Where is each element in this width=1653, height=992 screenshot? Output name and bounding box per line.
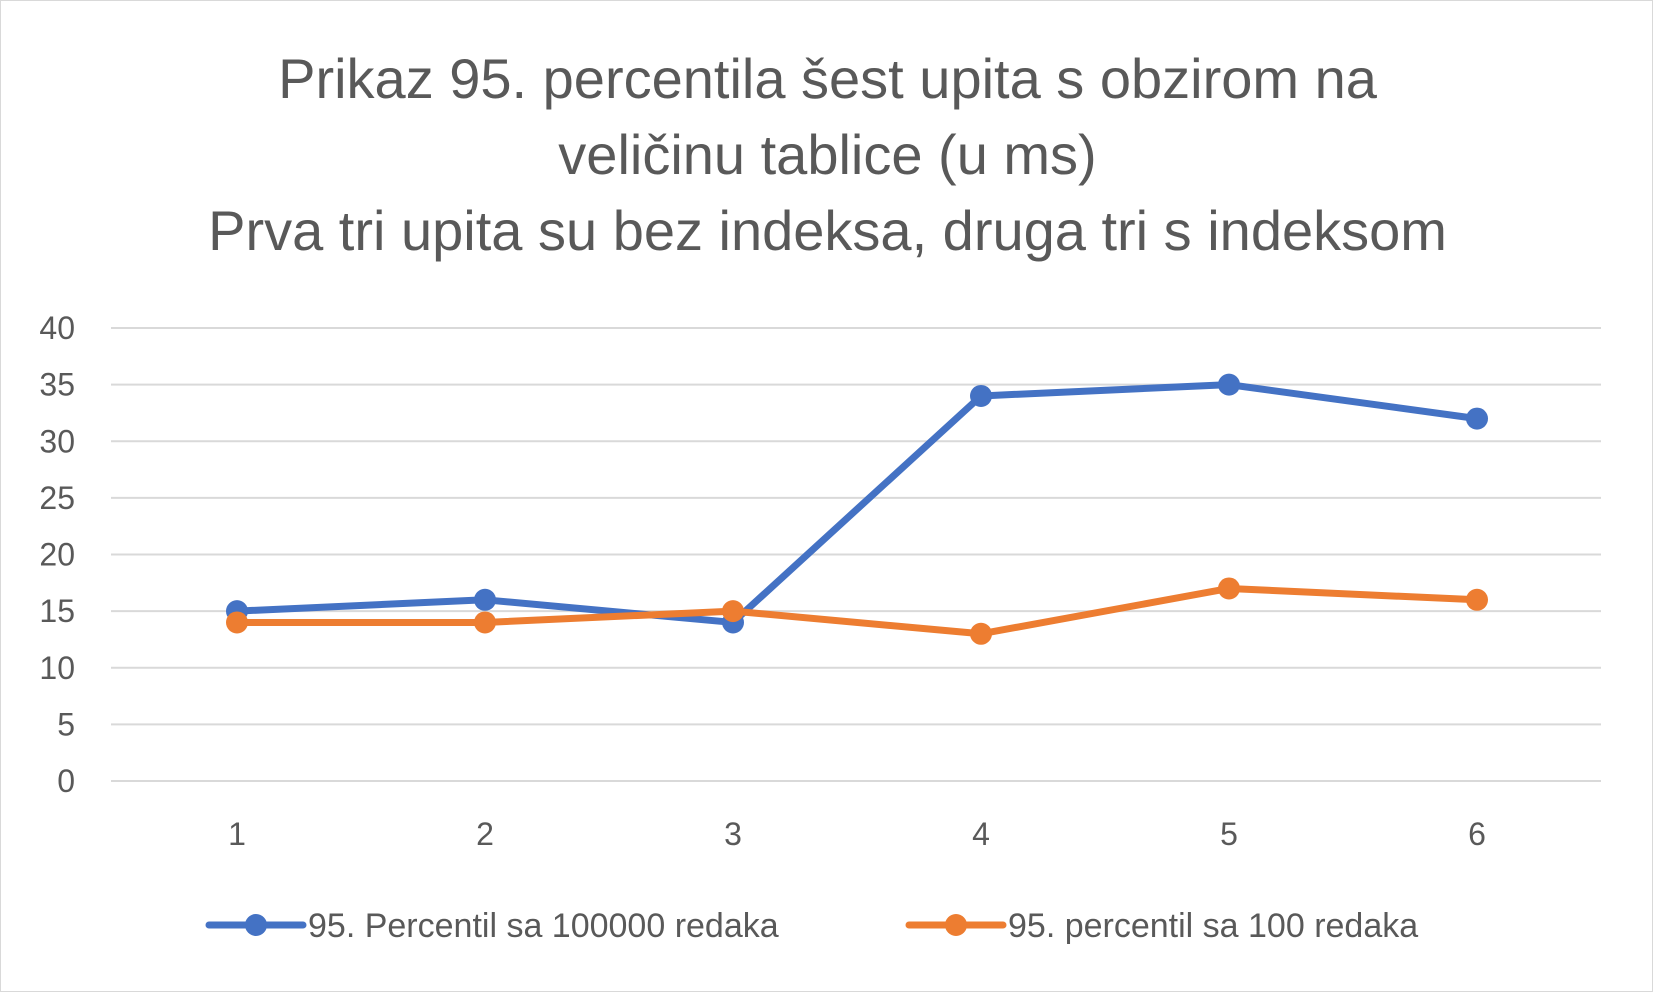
y-tick-label: 25	[39, 480, 75, 516]
y-tick-label: 20	[39, 537, 75, 573]
x-tick-label: 3	[724, 816, 742, 852]
legend-marker-2	[945, 914, 967, 936]
series-line-2	[233, 584, 1481, 638]
legend-marker-1	[245, 914, 267, 936]
data-point	[474, 611, 496, 634]
data-point	[226, 611, 248, 634]
y-tick-label: 10	[39, 650, 75, 686]
data-point	[1218, 577, 1240, 600]
legend-label-1: 95. Percentil sa 100000 redaka	[308, 907, 779, 945]
x-tick-label: 6	[1468, 816, 1486, 852]
y-tick-label: 30	[39, 423, 75, 459]
x-tick-label: 2	[476, 816, 494, 852]
y-tick-label: 15	[39, 593, 75, 629]
chart-title-line-2: veličinu tablice (u ms)	[558, 123, 1097, 186]
y-tick-label: 0	[57, 763, 75, 799]
series-line-1	[233, 381, 1481, 626]
data-point	[474, 588, 496, 611]
data-point	[1466, 588, 1488, 611]
data-point	[970, 384, 992, 407]
data-point	[970, 622, 992, 645]
x-tick-label: 1	[228, 816, 246, 852]
data-point	[1466, 407, 1488, 430]
x-tick-label: 4	[972, 816, 990, 852]
y-tick-label: 40	[39, 310, 75, 346]
chart-title-line-1: Prikaz 95. percentila šest upita s obzir…	[278, 47, 1377, 110]
chart-title: Prikaz 95. percentila šest upita s obzir…	[61, 41, 1594, 269]
data-point	[722, 600, 744, 623]
legend-label-2: 95. percentil sa 100 redaka	[1008, 907, 1418, 945]
x-tick-label: 5	[1220, 816, 1238, 852]
y-tick-label: 35	[39, 367, 75, 403]
data-point	[1218, 373, 1240, 396]
y-tick-label: 5	[57, 706, 75, 742]
chart-title-line-3: Prva tri upita su bez indeksa, druga tri…	[208, 199, 1447, 262]
